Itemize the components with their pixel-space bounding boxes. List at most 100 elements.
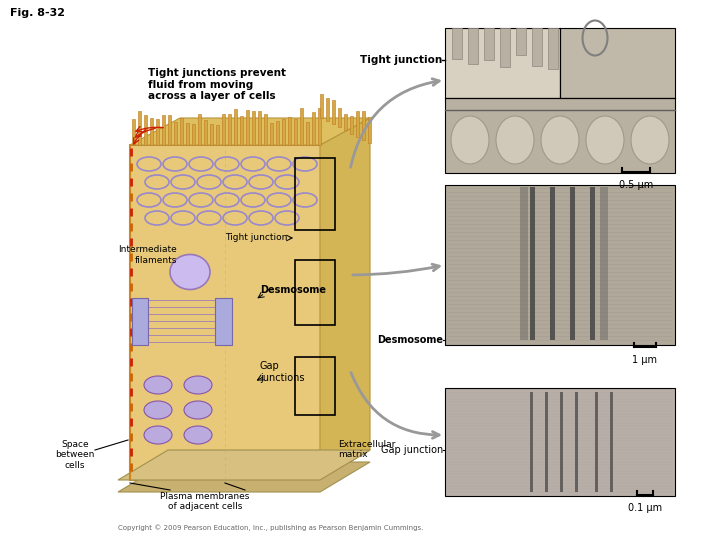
Ellipse shape: [451, 116, 489, 164]
Text: Space
between
cells: Space between cells: [55, 440, 95, 470]
Polygon shape: [252, 111, 255, 145]
Bar: [530, 392, 533, 492]
Polygon shape: [144, 115, 147, 145]
Polygon shape: [270, 123, 273, 145]
Text: Tight junction: Tight junction: [225, 233, 287, 242]
Bar: [520, 187, 528, 340]
Text: Extracellular
matrix: Extracellular matrix: [338, 440, 395, 460]
Bar: [550, 187, 555, 340]
Polygon shape: [300, 108, 303, 145]
Ellipse shape: [631, 116, 669, 164]
Polygon shape: [332, 100, 335, 124]
Polygon shape: [326, 98, 329, 121]
Polygon shape: [156, 119, 159, 145]
Bar: [484, 28, 494, 60]
Bar: [445, 185, 675, 345]
Polygon shape: [276, 121, 279, 145]
Polygon shape: [118, 450, 370, 480]
Polygon shape: [130, 118, 370, 145]
Text: Plasma membranes
of adjacent cells: Plasma membranes of adjacent cells: [161, 492, 250, 511]
Bar: [600, 187, 608, 340]
Polygon shape: [204, 120, 207, 145]
Ellipse shape: [184, 401, 212, 419]
Text: Desmosome: Desmosome: [377, 335, 443, 345]
Text: 0.1 μm: 0.1 μm: [628, 503, 662, 513]
Bar: [532, 28, 542, 66]
Ellipse shape: [541, 116, 579, 164]
Polygon shape: [282, 119, 285, 145]
Text: Gap junction: Gap junction: [381, 445, 443, 455]
Text: Tight junction: Tight junction: [360, 55, 442, 65]
Polygon shape: [362, 111, 365, 140]
Polygon shape: [130, 145, 320, 480]
Bar: [545, 392, 548, 492]
Polygon shape: [320, 94, 323, 118]
Text: Fig. 8-32: Fig. 8-32: [10, 8, 65, 18]
Polygon shape: [258, 111, 261, 145]
Ellipse shape: [184, 376, 212, 394]
Polygon shape: [150, 118, 153, 145]
Polygon shape: [216, 125, 219, 145]
Ellipse shape: [496, 116, 534, 164]
Bar: [595, 392, 598, 492]
Polygon shape: [294, 119, 297, 145]
Polygon shape: [264, 114, 267, 145]
Bar: [295, 260, 335, 325]
Polygon shape: [350, 116, 353, 134]
Polygon shape: [288, 117, 291, 145]
Text: Tight junctions prevent
fluid from moving
across a layer of cells: Tight junctions prevent fluid from movin…: [148, 68, 286, 101]
Ellipse shape: [586, 116, 624, 164]
Polygon shape: [162, 115, 165, 145]
Text: Copyright © 2009 Pearson Education, Inc., publishing as Pearson Benjamin Cumming: Copyright © 2009 Pearson Education, Inc.…: [118, 524, 423, 531]
Bar: [548, 28, 558, 69]
Polygon shape: [138, 111, 141, 145]
Bar: [570, 187, 575, 340]
Polygon shape: [320, 118, 370, 480]
Ellipse shape: [144, 426, 172, 444]
Bar: [468, 28, 478, 64]
Polygon shape: [222, 114, 225, 145]
Polygon shape: [192, 124, 195, 145]
Ellipse shape: [184, 426, 212, 444]
Bar: [575, 392, 578, 492]
Text: 1 μm: 1 μm: [632, 355, 657, 365]
Text: Gap
junctions: Gap junctions: [260, 361, 305, 383]
Polygon shape: [234, 109, 237, 145]
Polygon shape: [210, 124, 213, 145]
Bar: [516, 28, 526, 55]
Ellipse shape: [144, 376, 172, 394]
Polygon shape: [312, 112, 315, 145]
Polygon shape: [180, 118, 183, 145]
Polygon shape: [198, 114, 201, 145]
Polygon shape: [174, 122, 177, 145]
Bar: [530, 187, 535, 340]
Bar: [445, 98, 675, 173]
Bar: [295, 158, 335, 230]
Polygon shape: [118, 462, 370, 492]
Text: Desmosome: Desmosome: [260, 285, 326, 295]
Bar: [445, 388, 675, 496]
Polygon shape: [356, 111, 359, 137]
Ellipse shape: [144, 401, 172, 419]
Polygon shape: [306, 122, 309, 145]
Bar: [560, 392, 563, 492]
Polygon shape: [215, 298, 232, 345]
Polygon shape: [246, 110, 249, 145]
Polygon shape: [344, 114, 347, 130]
Bar: [590, 187, 595, 340]
Polygon shape: [338, 108, 341, 127]
Bar: [295, 357, 335, 415]
Polygon shape: [240, 116, 243, 145]
Bar: [560, 28, 675, 98]
Polygon shape: [168, 115, 171, 145]
Polygon shape: [228, 114, 231, 145]
Polygon shape: [132, 119, 135, 145]
Polygon shape: [186, 123, 189, 145]
Polygon shape: [132, 298, 148, 345]
Bar: [610, 392, 613, 492]
Bar: [452, 28, 462, 59]
Text: Intermediate
filaments: Intermediate filaments: [118, 245, 177, 265]
Text: 0.5 μm: 0.5 μm: [619, 180, 653, 190]
Bar: [445, 28, 560, 98]
Polygon shape: [368, 117, 371, 143]
